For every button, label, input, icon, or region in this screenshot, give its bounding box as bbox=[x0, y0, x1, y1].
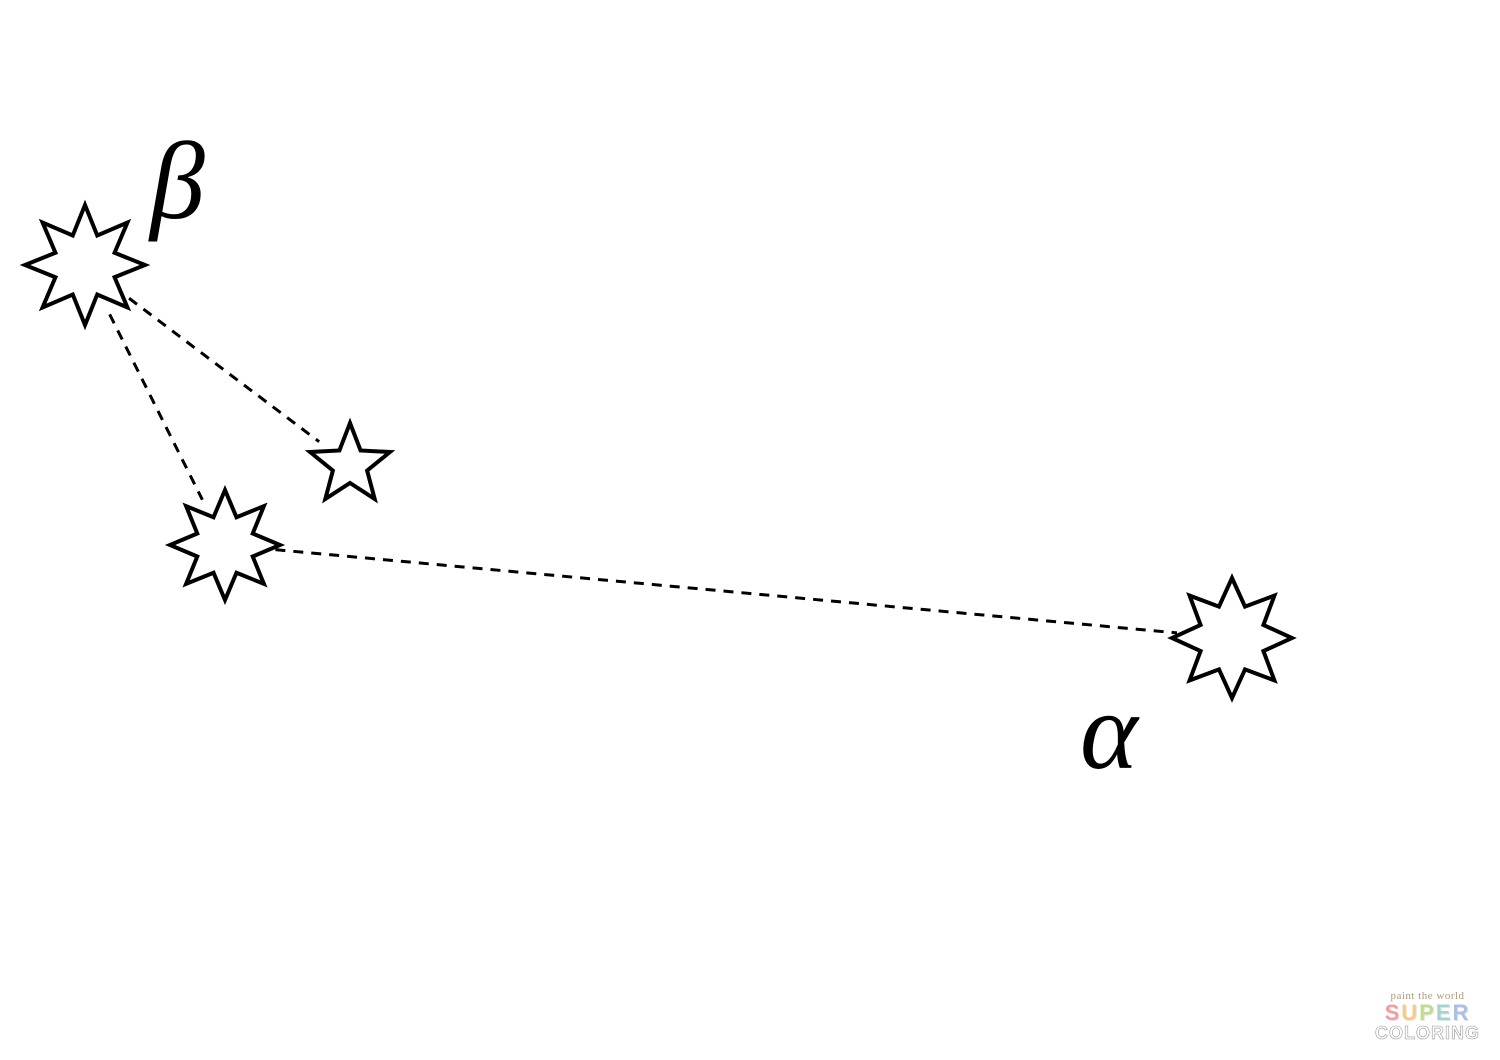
constellation-edge bbox=[275, 550, 1177, 633]
constellation-canvas bbox=[0, 0, 1500, 1060]
watermark-line1: SUPER bbox=[1375, 1002, 1480, 1024]
watermark: paint the world SUPER COLORING bbox=[1375, 991, 1480, 1042]
constellation-edge bbox=[129, 298, 319, 441]
label-beta: β bbox=[150, 118, 205, 245]
star-small bbox=[310, 423, 390, 499]
watermark-line2: COLORING bbox=[1375, 1024, 1480, 1042]
star-gamma bbox=[170, 490, 280, 600]
star-alpha bbox=[1172, 578, 1292, 698]
label-alpha: α bbox=[1080, 668, 1138, 795]
star-beta bbox=[25, 205, 145, 325]
